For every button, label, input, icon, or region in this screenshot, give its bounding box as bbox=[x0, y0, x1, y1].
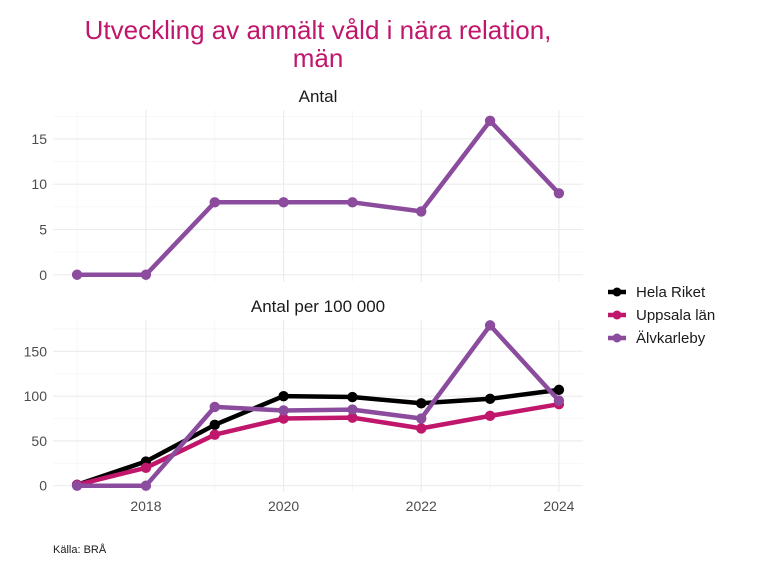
legend-key-point bbox=[612, 287, 622, 297]
series-alvkarleby bbox=[71, 320, 565, 491]
data-point-alvkarleby-2017 bbox=[71, 480, 83, 491]
legend-item-alvkarleby: Älvkarleby bbox=[608, 330, 706, 347]
data-point-hela-riket-2024 bbox=[553, 384, 565, 396]
data-point-hela-riket-2019 bbox=[209, 419, 220, 431]
series-line-alvkarleby bbox=[74, 323, 562, 488]
series-uppsala-lan bbox=[71, 399, 565, 491]
y-tick-label: 0 bbox=[39, 267, 47, 283]
data-point-alvkarleby-2022 bbox=[416, 413, 427, 424]
data-point-alvkarleby-2019 bbox=[209, 197, 220, 208]
series-antal-per-100000 bbox=[71, 320, 565, 491]
data-point-alvkarleby-2020 bbox=[278, 197, 289, 208]
data-point-alvkarleby-2023 bbox=[484, 115, 496, 127]
legend-item-uppsala-lan: Uppsala län bbox=[608, 307, 715, 324]
y-tick-label: 15 bbox=[31, 131, 47, 147]
data-point-hela-riket-2022 bbox=[416, 398, 427, 409]
x-tick-label: 2024 bbox=[543, 498, 574, 514]
series-antal bbox=[71, 115, 565, 280]
data-point-alvkarleby-2020 bbox=[278, 405, 289, 416]
caption-source: Källa: BRÅ bbox=[53, 543, 107, 556]
y-tick-label: 0 bbox=[39, 478, 47, 494]
x-tick-label: 2022 bbox=[406, 498, 437, 514]
data-point-alvkarleby-2021 bbox=[347, 197, 358, 208]
data-point-alvkarleby-2022 bbox=[416, 206, 427, 217]
legend-key-point bbox=[612, 333, 622, 343]
y-ticks-antal-per-100000: 0 50 100 150 bbox=[24, 343, 48, 493]
series-alvkarleby bbox=[71, 115, 565, 280]
y-tick-label: 100 bbox=[24, 388, 48, 404]
data-point-hela-riket-2021 bbox=[347, 391, 358, 403]
series-line-uppsala-lan bbox=[74, 401, 562, 488]
data-point-hela-riket-2020 bbox=[278, 390, 289, 402]
legend-label-uppsala-lan: Uppsala län bbox=[636, 307, 715, 324]
series-line-alvkarleby bbox=[74, 118, 562, 278]
panel-title-antal-per-100000: Antal per 100 000 bbox=[251, 297, 385, 316]
data-point-uppsala-lan-2019 bbox=[209, 429, 220, 440]
x-tick-label: 2020 bbox=[268, 498, 299, 514]
chart-title-line-2: män bbox=[293, 43, 344, 73]
series-line-hela-riket bbox=[74, 387, 562, 488]
panel-title-antal: Antal bbox=[299, 87, 338, 106]
y-tick-label: 150 bbox=[24, 343, 48, 359]
legend-label-hela-riket: Hela Riket bbox=[636, 284, 706, 301]
legend-label-alvkarleby: Älvkarleby bbox=[636, 330, 706, 347]
data-point-uppsala-lan-2021 bbox=[347, 412, 358, 423]
data-point-alvkarleby-2024 bbox=[553, 188, 565, 199]
legend-item-hela-riket: Hela Riket bbox=[608, 284, 706, 301]
y-ticks-antal: 0 5 10 15 bbox=[31, 131, 47, 283]
data-point-hela-riket-2023 bbox=[484, 393, 496, 405]
data-point-alvkarleby-2019 bbox=[209, 401, 220, 413]
data-point-alvkarleby-2024 bbox=[553, 395, 565, 406]
data-point-uppsala-lan-2022 bbox=[416, 423, 427, 434]
data-point-alvkarleby-2017 bbox=[71, 269, 83, 280]
data-point-uppsala-lan-2018 bbox=[140, 462, 152, 474]
data-point-uppsala-lan-2020 bbox=[278, 413, 289, 424]
y-tick-label: 10 bbox=[31, 176, 47, 192]
legend-key-point bbox=[612, 310, 622, 320]
panel-antal-per-100000: Antal per 100 000 0 50 100 150 bbox=[24, 297, 583, 494]
data-point-alvkarleby-2018 bbox=[140, 269, 152, 280]
x-tick-label: 2018 bbox=[130, 498, 161, 514]
panel-antal: Antal 0 5 10 15 bbox=[31, 87, 583, 283]
x-axis-ticks: 2018 2020 2022 2024 bbox=[130, 498, 574, 514]
y-tick-label: 50 bbox=[31, 433, 47, 449]
grid-antal bbox=[53, 110, 583, 282]
chart-title-line-1: Utveckling av anmält våld i nära relatio… bbox=[85, 15, 552, 45]
data-point-alvkarleby-2021 bbox=[347, 404, 358, 415]
legend: Hela Riket Uppsala län Älvkarleby bbox=[608, 284, 715, 347]
data-point-alvkarleby-2023 bbox=[484, 320, 496, 331]
data-point-alvkarleby-2018 bbox=[140, 480, 152, 491]
data-point-uppsala-lan-2023 bbox=[484, 410, 496, 422]
y-tick-label: 5 bbox=[39, 221, 47, 237]
